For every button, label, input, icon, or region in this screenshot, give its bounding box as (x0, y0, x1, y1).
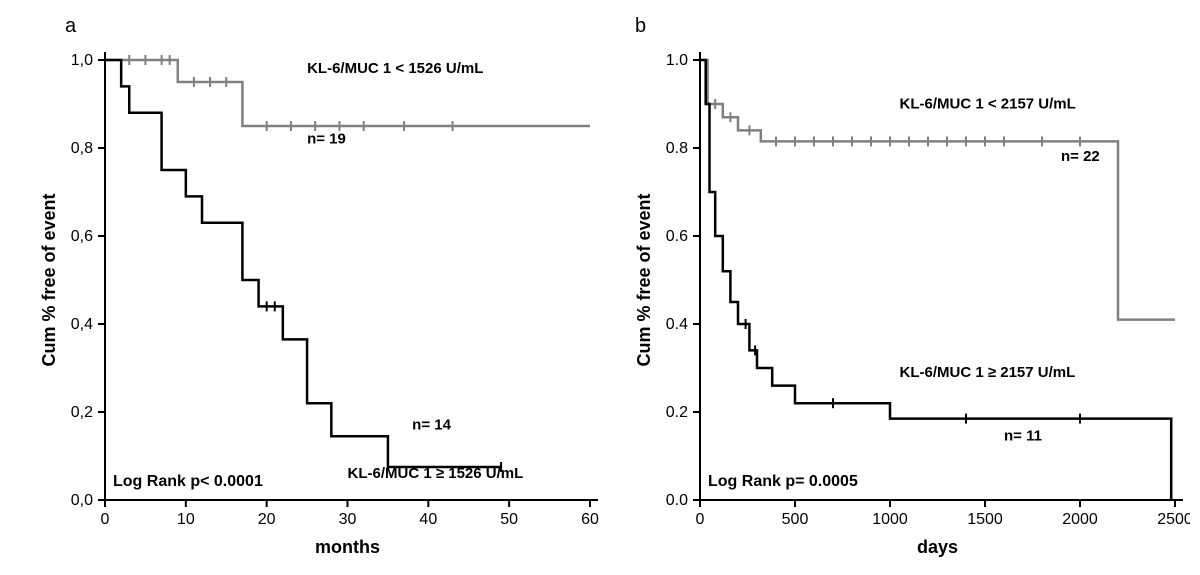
svg-text:n= 11: n= 11 (1004, 428, 1042, 445)
svg-text:Cum % free of event: Cum % free of event (39, 193, 59, 366)
svg-text:n= 14: n= 14 (412, 417, 451, 434)
svg-text:0.2: 0.2 (666, 404, 688, 421)
svg-text:20: 20 (258, 511, 276, 528)
svg-text:0,0: 0,0 (71, 492, 93, 509)
panel-a: a 0,0 0,2 0,4 0,6 0,8 1,0 0 10 20 30 40 50 60 months C… (10, 10, 610, 565)
svg-text:10: 10 (177, 511, 195, 528)
svg-text:KL-6/MUC 1 < 1526 U/mL: KL-6/MUC 1 < 1526 U/mL (307, 60, 483, 77)
svg-text:0,4: 0,4 (71, 316, 93, 333)
svg-text:Log Rank p< 0.0001: Log Rank p< 0.0001 (113, 473, 263, 490)
svg-text:Log Rank p= 0.0005: Log Rank p= 0.0005 (708, 473, 858, 490)
svg-text:0,6: 0,6 (71, 228, 93, 245)
svg-text:0: 0 (101, 511, 110, 528)
svg-text:30: 30 (339, 511, 357, 528)
svg-text:0.0: 0.0 (666, 492, 688, 509)
svg-text:0,8: 0,8 (71, 140, 93, 157)
panel-b-label: b (635, 15, 646, 38)
svg-text:1,0: 1,0 (71, 52, 93, 69)
svg-text:1000: 1000 (872, 511, 908, 528)
svg-text:0,2: 0,2 (71, 404, 93, 421)
svg-text:n= 22: n= 22 (1061, 148, 1100, 165)
svg-text:60: 60 (581, 511, 599, 528)
svg-text:KL-6/MUC 1 ≥ 2157 U/mL: KL-6/MUC 1 ≥ 2157 U/mL (900, 364, 1076, 381)
svg-text:KL-6/MUC 1 < 2157 U/mL: KL-6/MUC 1 < 2157 U/mL (900, 95, 1076, 112)
svg-text:50: 50 (500, 511, 518, 528)
svg-text:0.4: 0.4 (666, 316, 688, 333)
svg-text:500: 500 (782, 511, 809, 528)
svg-text:months: months (315, 537, 380, 557)
svg-text:Cum % free of event: Cum % free of event (634, 193, 654, 366)
svg-text:1500: 1500 (967, 511, 1003, 528)
svg-text:n= 19: n= 19 (307, 131, 346, 148)
svg-text:1.0: 1.0 (666, 52, 688, 69)
svg-text:days: days (917, 537, 958, 557)
svg-text:0.8: 0.8 (666, 140, 688, 157)
figure-wrap: a 0,0 0,2 0,4 0,6 0,8 1,0 0 10 20 30 40 50 60 months C… (0, 0, 1200, 575)
panel-b-svg: 0.0 0.2 0.4 0.6 0.8 1.0 0 500 1000 1500 2000 2500 da… (600, 10, 1190, 565)
svg-text:2000: 2000 (1062, 511, 1098, 528)
svg-text:40: 40 (419, 511, 437, 528)
panel-a-label: a (65, 15, 76, 38)
panel-a-svg: 0,0 0,2 0,4 0,6 0,8 1,0 0 10 20 30 40 50 60 months Cum… (10, 10, 610, 565)
svg-text:0.6: 0.6 (666, 228, 688, 245)
svg-text:2500: 2500 (1157, 511, 1190, 528)
svg-text:KL-6/MUC 1 ≥ 1526 U/mL: KL-6/MUC 1 ≥ 1526 U/mL (348, 465, 524, 482)
svg-text:0: 0 (696, 511, 705, 528)
panel-b: b 0.0 0.2 0.4 0.6 0.8 1.0 0 500 1000 1500 2000 2500… (600, 10, 1190, 565)
